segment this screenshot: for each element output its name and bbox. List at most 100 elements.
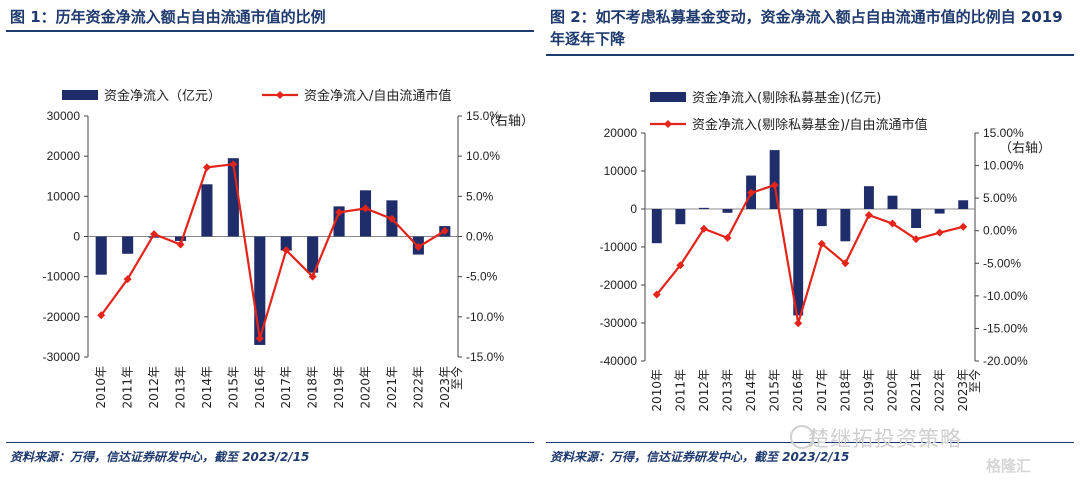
x-tick-label: 至今	[967, 369, 982, 393]
line-point	[414, 242, 423, 251]
bar	[307, 236, 319, 273]
chart-title: 图 2：如不考虑私募基金变动，资金净流入额占自由流通市值的比例自 2019 年逐…	[550, 8, 1063, 48]
line-point	[841, 259, 850, 268]
line-point	[888, 219, 897, 228]
bar	[769, 150, 780, 209]
chart-title: 图 1：历年资金净流入额占自由流通市值的比例	[10, 8, 326, 26]
chart-panel-right: 图 2：如不考虑私募基金变动，资金净流入额占自由流通市值的比例自 2019 年逐…	[540, 0, 1080, 484]
line-point	[723, 233, 732, 242]
bar	[254, 236, 266, 345]
brand-logo: 格隆汇	[986, 457, 1032, 475]
bar	[675, 209, 686, 225]
line-point	[282, 246, 291, 255]
bar	[840, 209, 851, 242]
x-tick-label: 2022年	[411, 366, 425, 409]
x-tick-label: 2012年	[697, 369, 711, 412]
bar	[887, 195, 898, 209]
y-tick-label-right: -20.00%	[983, 354, 1028, 368]
legend-label-line: 资金净流入/自由流通市值	[304, 88, 451, 104]
watermark-text: 楚继拓投资策略	[808, 427, 962, 451]
line-point	[817, 239, 826, 248]
x-tick-label: 2012年	[147, 366, 161, 409]
chart-left-svg: -30000 -20000 -10000 0 10000 20000 30000 -15.0%…	[43, 88, 534, 409]
x-tick-label: 2013年	[721, 369, 735, 412]
y-tick-label-right: -10.0%	[466, 310, 504, 324]
title-rule	[546, 54, 1074, 56]
y-tick-label-left: 0	[73, 230, 80, 244]
y-tick-label-right: -10.00%	[983, 289, 1028, 303]
source-note: 资料来源：万得，信达证券研发中心，截至 2023/2/15	[550, 450, 850, 464]
y-tick-label-left: 0	[630, 202, 637, 216]
x-tick-label: 至今	[449, 366, 464, 390]
bar	[201, 184, 213, 237]
x-tick-label: 2023年	[956, 369, 970, 412]
y-tick-label-left: -30000	[600, 316, 638, 330]
x-tick-label: 2021年	[385, 366, 399, 409]
line-point	[202, 163, 211, 172]
legend-swatch-bar	[650, 92, 686, 102]
legend-swatch-marker	[276, 91, 284, 99]
line-point	[387, 214, 396, 223]
bar	[934, 209, 945, 214]
bar	[698, 207, 709, 209]
x-tick-label: 2023年	[438, 366, 452, 409]
line-point	[176, 240, 185, 249]
bar	[816, 209, 827, 227]
line-point	[229, 160, 238, 169]
y-tick-label-right: -15.0%	[466, 350, 504, 364]
x-tick-label: 2020年	[359, 366, 373, 409]
y-tick-label-left: -40000	[600, 354, 638, 368]
x-tick-label: 2022年	[933, 369, 947, 412]
line-point	[255, 334, 264, 343]
x-tick-label: 2015年	[768, 369, 782, 412]
bar	[793, 209, 804, 316]
y-tick-label-left: 30000	[47, 109, 81, 123]
legend-label-bar: 资金净流入（亿元）	[104, 88, 221, 104]
ratio-line	[100, 162, 446, 339]
bar	[651, 209, 662, 244]
y-tick-label-left: 10000	[604, 164, 638, 178]
line-point	[676, 261, 685, 270]
y-tick-label-left: 20000	[604, 126, 638, 140]
y-tick-label-left: 20000	[47, 149, 81, 163]
line-point	[652, 290, 661, 299]
right-axis-note: （右轴）	[999, 141, 1051, 156]
y-tick-label-right: 15.00%	[983, 126, 1024, 140]
bar	[333, 206, 345, 237]
legend-label-line: 资金净流入(剔除私募基金)/自由流通市值	[692, 117, 928, 133]
right-axis-note: （右轴）	[482, 114, 534, 129]
y-tick-label-left: -20000	[600, 278, 638, 292]
line-point	[361, 204, 370, 213]
source-rule	[6, 442, 534, 443]
y-tick-label-left: -20000	[43, 310, 81, 324]
x-tick-label: 2015年	[226, 366, 240, 409]
chart-panel-left: 图 1：历年资金净流入额占自由流通市值的比例 -30000 -20000 -1000…	[6, 8, 534, 464]
x-tick-label: 2017年	[279, 366, 293, 409]
chart-right-svg: -40000 -30000 -20000 -10000 0 10000 20000 -20.0…	[600, 90, 1051, 412]
wechat-icon	[790, 425, 814, 449]
x-tick-label: 2010年	[650, 369, 664, 412]
y-tick-label-left: -30000	[43, 350, 81, 364]
bar	[958, 200, 969, 209]
y-tick-label-right: 10.00%	[983, 159, 1024, 173]
y-tick-label-right: -5.0%	[466, 270, 498, 284]
legend-label-bar: 资金净流入(剔除私募基金)(亿元)	[692, 90, 881, 106]
title-rule	[6, 30, 534, 32]
y-tick-label-right: -5.00%	[983, 256, 1021, 270]
source-note: 资料来源：万得，信达证券研发中心，截至 2023/2/15	[10, 450, 310, 464]
bar	[95, 236, 107, 275]
y-tick-label-left: -10000	[43, 270, 81, 284]
line-point	[864, 211, 873, 220]
x-tick-label: 2018年	[838, 369, 852, 412]
line-point	[123, 275, 132, 284]
bar	[174, 236, 187, 241]
line-point	[150, 230, 159, 239]
line-point	[699, 224, 708, 233]
y-tick-label-right: 0.0%	[466, 230, 494, 244]
bar	[863, 186, 874, 209]
line-point	[335, 208, 344, 217]
x-tick-label: 2011年	[121, 366, 135, 409]
x-tick-label: 2016年	[253, 366, 267, 409]
y-tick-label-right: 5.0%	[466, 189, 494, 203]
y-tick-label-right: 15.0%	[466, 109, 500, 123]
